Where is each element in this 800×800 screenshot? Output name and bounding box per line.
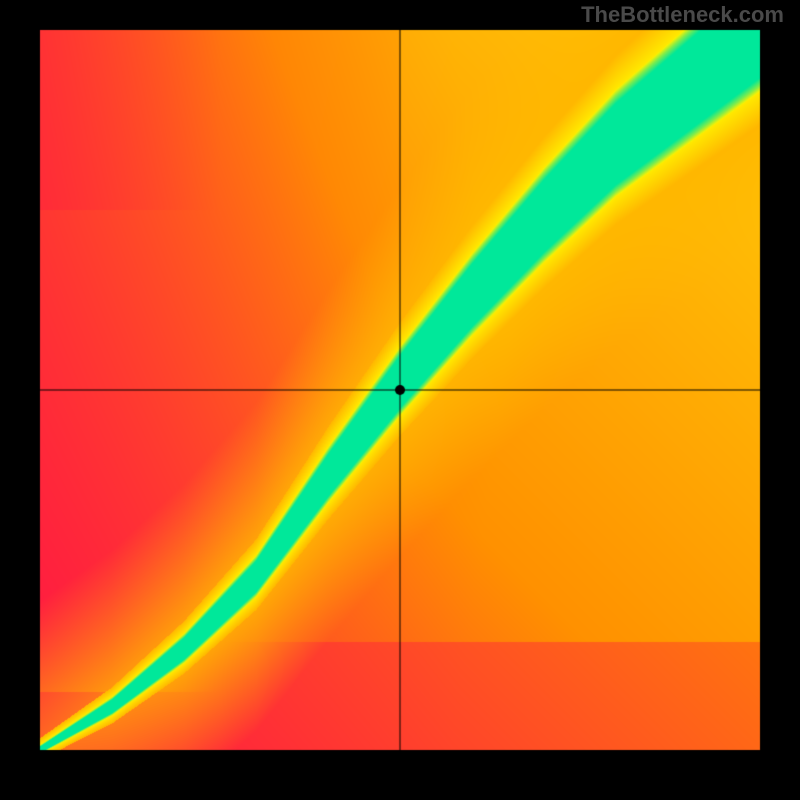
chart-container: TheBottleneck.com [0, 0, 800, 800]
watermark-text: TheBottleneck.com [581, 2, 784, 28]
bottleneck-heatmap [0, 0, 800, 800]
